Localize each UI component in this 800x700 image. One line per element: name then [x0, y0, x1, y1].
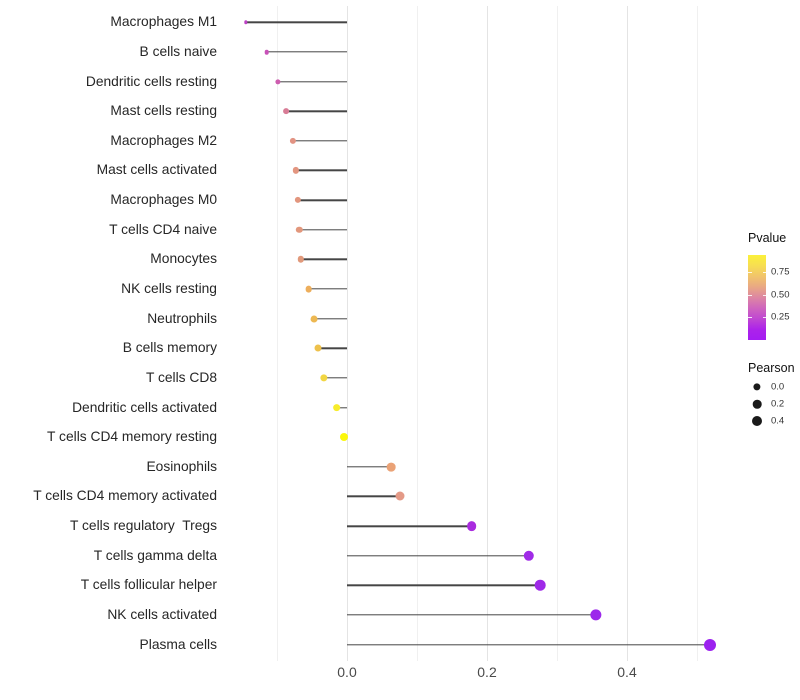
pvalue-colorbar-tick [748, 272, 752, 273]
lollipop-stem [323, 377, 347, 379]
data-point-dot [320, 374, 328, 382]
gridline [416, 6, 418, 661]
data-point-dot [283, 108, 289, 115]
data-point-dot [310, 315, 318, 323]
pvalue-colorbar-tick [762, 317, 766, 318]
lollipop-stem [286, 110, 347, 112]
lollipop-stem [266, 51, 347, 53]
data-point-dot [243, 20, 248, 24]
lollipop-stem [295, 169, 347, 172]
lollipop-stem [293, 140, 347, 142]
gridline [346, 6, 348, 661]
pearson-size-dot [753, 383, 761, 391]
data-point-dot [395, 491, 404, 501]
pearson-size-label: 0.4 [771, 415, 785, 427]
lollipop-stem [347, 555, 529, 557]
data-point-dot [297, 256, 304, 263]
pearson-size-label: 0.0 [771, 381, 785, 393]
pvalue-colorbar-tick [762, 272, 766, 273]
lollipop-stem [336, 406, 347, 409]
pvalue-tick-label: 0.75 [771, 266, 790, 278]
pearson-size-dot [752, 416, 762, 427]
gridline [276, 6, 278, 661]
gridline [556, 6, 558, 661]
category-label: NK cells resting [121, 281, 217, 297]
lollipop-stem [317, 347, 347, 349]
data-point-dot [314, 344, 322, 352]
category-label: NK cells activated [107, 607, 217, 623]
category-label: T cells CD8 [145, 370, 217, 386]
gridline [696, 6, 698, 661]
category-label: Monocytes [150, 251, 217, 267]
lollipop-stem [299, 229, 347, 231]
lollipop-stem [245, 21, 347, 23]
category-label: T cells follicular helper [80, 577, 217, 593]
lollipop-stem [308, 288, 347, 290]
pearson-size-label: 0.2 [771, 398, 785, 410]
lollipop-stem [298, 199, 347, 201]
x-axis-tick-label: 0.0 [337, 664, 357, 680]
pvalue-tick-label: 0.25 [771, 311, 790, 323]
category-label: Eosinophils [146, 458, 217, 474]
data-point-dot [294, 196, 302, 204]
category-label: T cells gamma delta [93, 547, 217, 563]
data-point-dot [534, 580, 546, 591]
pvalue-tick-label: 0.50 [771, 289, 790, 300]
data-point-dot [275, 78, 281, 85]
lollipop-stem [277, 80, 347, 83]
data-point-dot [305, 285, 312, 293]
category-label: T cells CD4 naive [109, 221, 217, 237]
data-point-dot [703, 638, 716, 651]
x-axis-tick-label: 0.4 [617, 664, 637, 680]
pvalue-legend-title: Pvalue [748, 231, 787, 245]
data-point-dot [466, 521, 477, 531]
lollipop-stem [300, 258, 347, 261]
pvalue-colorbar-tick [748, 294, 752, 296]
lollipop-stem [347, 495, 400, 498]
data-point-dot [386, 462, 396, 472]
category-label: Macrophages M1 [110, 14, 217, 30]
category-label: Macrophages M0 [110, 192, 217, 208]
category-label: Macrophages M2 [110, 132, 217, 148]
pearson-legend-title: Pearson [748, 361, 795, 375]
lollipop-stem [347, 466, 392, 468]
data-point-dot [523, 550, 535, 561]
data-point-dot [332, 403, 341, 412]
data-point-dot [339, 433, 348, 442]
category-label: T cells CD4 memory activated [33, 488, 217, 504]
x-axis-tick-label: 0.2 [477, 664, 497, 680]
lollipop-stem [347, 643, 710, 646]
lollipop-stem [314, 317, 347, 320]
category-label: Dendritic cells resting [85, 73, 217, 89]
pearson-size-dot [752, 400, 762, 409]
pvalue-colorbar-tick [762, 294, 766, 296]
data-point-dot [589, 609, 602, 621]
category-label: Mast cells activated [96, 162, 217, 178]
category-label: T cells regulatory Tregs [70, 518, 217, 534]
category-label: Dendritic cells activated [72, 399, 217, 415]
category-label: Neutrophils [147, 310, 217, 326]
pvalue-colorbar-tick [748, 317, 752, 318]
lollipop-stem [347, 525, 472, 527]
gridline [486, 6, 488, 661]
data-point-dot [296, 226, 303, 233]
lollipop-stem [347, 614, 596, 616]
lollipop-stem [347, 584, 541, 587]
data-point-dot [290, 137, 297, 144]
category-label: T cells CD4 memory resting [47, 429, 217, 445]
data-point-dot [264, 49, 269, 55]
category-label: B cells naive [139, 44, 217, 60]
category-label: B cells memory [122, 340, 217, 356]
category-label: Mast cells resting [110, 103, 217, 119]
category-label: Plasma cells [139, 636, 217, 652]
pvalue-colorbar [748, 255, 766, 340]
gridline [626, 6, 628, 661]
data-point-dot [292, 167, 300, 174]
